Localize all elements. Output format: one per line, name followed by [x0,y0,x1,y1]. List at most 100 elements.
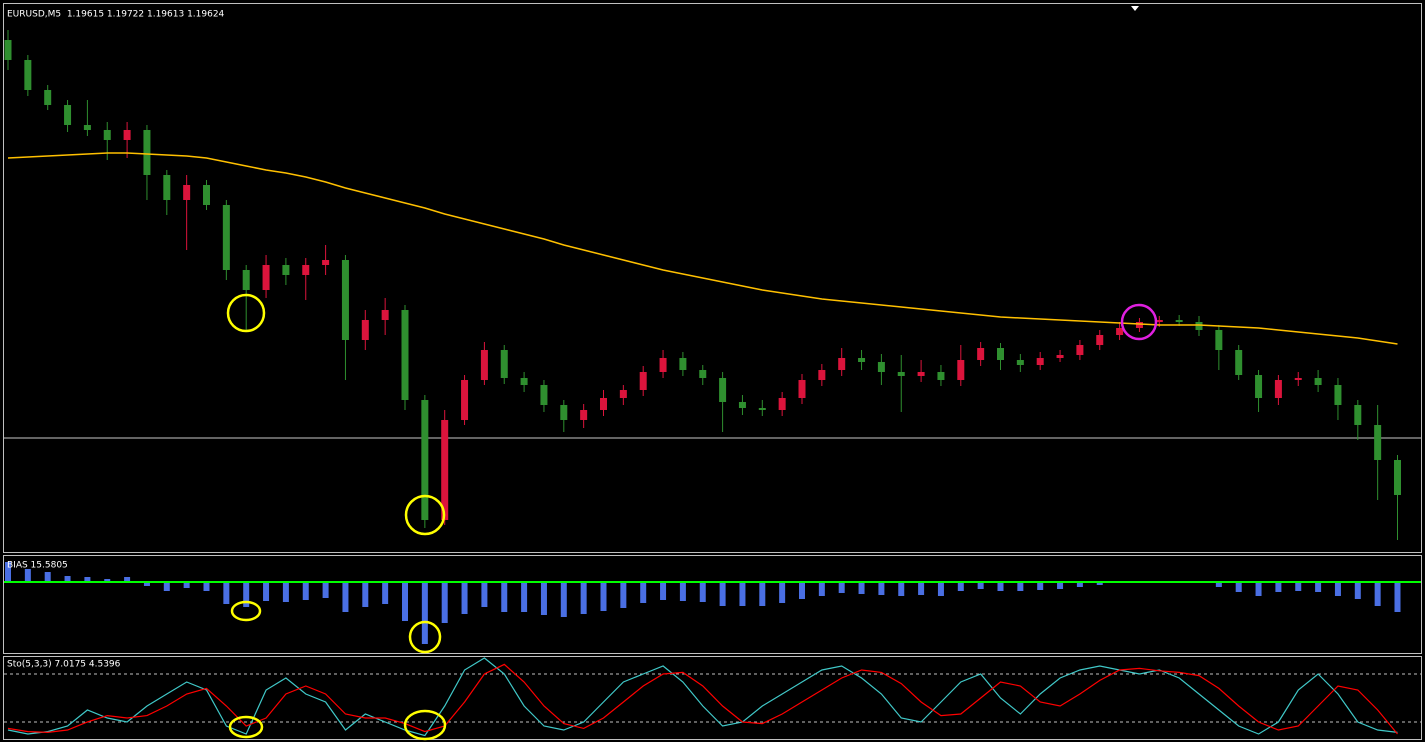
annotation-circle [408,620,442,654]
bias-bar [521,582,528,612]
bias-bar [302,582,309,600]
bias-bar [1235,582,1242,592]
candle-body [679,358,687,370]
candle-body [500,350,508,378]
stoch-title: Sto(5,3,3) 7.0175 4.5396 [7,660,121,670]
candle-body [1016,360,1024,365]
bias-bar [838,582,845,593]
candle-body [123,130,131,140]
bias-bar [739,582,746,606]
candle-body [520,378,528,385]
bias-bar [203,582,210,591]
bias-bar [342,582,349,612]
candle-body [1096,335,1104,345]
candle-body [302,265,310,275]
candle-body [1116,328,1124,335]
bias-bar [501,582,508,612]
candle-body [798,380,806,398]
bias-bar [24,569,31,582]
candle-body [1076,345,1084,355]
candle-body [163,175,171,200]
annotation-circle [228,715,264,739]
bias-bar [5,562,11,582]
bias-bar [282,582,289,602]
candle-body [282,265,290,275]
bias-bar [1215,582,1222,587]
candle-body [64,105,72,125]
line [7,657,1398,737]
annotation-circle [226,293,266,333]
bias-bar [937,582,944,596]
candle-body [341,260,349,340]
candle-body [1215,330,1223,350]
bias-bar [1295,582,1302,591]
bias-bar [779,582,786,603]
bias-bar [421,582,428,644]
bias-bar [997,582,1004,591]
bias-bar [620,582,627,608]
bias-bar [84,577,91,582]
candle-body [877,362,885,372]
candle-body [480,350,488,380]
bias-bar [660,582,667,600]
candle-body [1135,322,1143,328]
bias-bar [560,582,567,617]
bias-bar [858,582,865,594]
candle-body [619,390,627,398]
bias-bar [1315,582,1322,592]
bias-bar [1076,582,1083,587]
candle-body [738,402,746,408]
bias-bar [124,577,131,582]
bias-bar [223,582,230,604]
bias-bar [243,582,250,607]
bias-bar [1374,582,1381,606]
candle-body [659,358,667,372]
bias-bar [1394,582,1401,612]
candle-body [977,348,985,360]
candle-body [639,372,647,390]
candle-body [1175,320,1183,322]
candle-body [580,410,588,420]
candle-body [957,360,965,380]
candle-body [401,310,409,400]
bias-bar [382,582,389,604]
candle-body [818,370,826,380]
candle-body [560,405,568,420]
bias-bar [540,582,547,615]
candle-body [897,372,905,376]
candle-body [242,270,250,290]
bias-bar [799,582,805,599]
candle-body [143,130,151,175]
bias-bar [1096,582,1103,585]
bias-bar [44,572,51,582]
bias-bar [1037,582,1044,590]
bias-bar [461,582,468,614]
bias-title: BIAS 15.5805 [7,561,68,571]
candle-body [381,310,389,320]
shift-marker [1131,6,1139,11]
candle-body [4,40,12,60]
candle-body [203,185,210,205]
candle-body [441,420,449,520]
bias-bar [1354,582,1361,599]
annotation-circle [230,600,262,622]
line [7,152,1398,345]
candle-body [222,205,230,270]
candle-body [262,265,270,290]
bias-bar [143,582,150,586]
candle-body [1334,385,1342,405]
bias-bar [818,582,825,596]
candle-body [858,358,866,362]
candle-body [1294,378,1302,380]
candle-body [183,185,191,200]
candle-body [1314,378,1322,385]
bias-bar [898,582,905,596]
bias-bar [719,582,726,606]
bias-bar [362,582,369,607]
candle-body [1195,322,1203,330]
main-panel [3,3,1422,553]
bias-bar [183,582,190,588]
candle-body [1155,320,1163,322]
